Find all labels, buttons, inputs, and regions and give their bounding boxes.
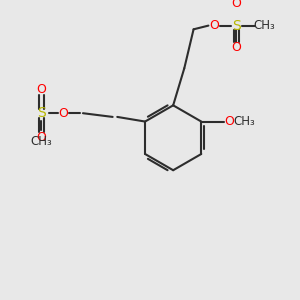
Text: S: S <box>232 19 241 33</box>
Text: CH₃: CH₃ <box>253 19 275 32</box>
Text: O: O <box>224 115 234 128</box>
Text: O: O <box>231 0 241 10</box>
Text: CH₃: CH₃ <box>233 115 255 128</box>
Text: O: O <box>36 82 46 96</box>
Text: O: O <box>58 107 68 120</box>
Text: CH₃: CH₃ <box>30 134 52 148</box>
Text: O: O <box>209 19 219 32</box>
Text: S: S <box>37 106 46 120</box>
Text: O: O <box>36 131 46 144</box>
Text: O: O <box>231 41 241 54</box>
